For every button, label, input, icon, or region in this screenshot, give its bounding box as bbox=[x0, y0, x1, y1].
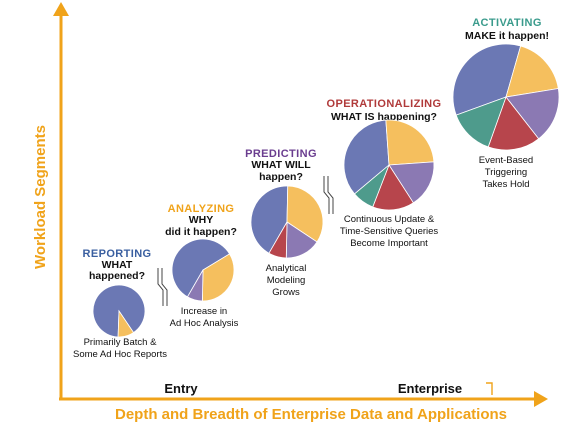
caption-activating-line1: Event-Based bbox=[479, 155, 533, 166]
pie-slice bbox=[353, 164, 390, 208]
stage-question-analyzing-line1: WHY bbox=[189, 214, 214, 226]
caption-predicting-line2: Modeling bbox=[267, 275, 306, 286]
caption-activating-line3: Takes Hold bbox=[483, 179, 530, 190]
pie-slice bbox=[201, 253, 235, 302]
pie-slice bbox=[268, 221, 288, 259]
caption-analyzing-line1: Increase in bbox=[181, 306, 227, 317]
y-axis-arrowhead bbox=[53, 2, 69, 16]
stage-question-analyzing-line2: did it happen? bbox=[165, 226, 237, 238]
stage-question-operationalizing: WHAT IS happening? bbox=[331, 111, 437, 123]
connector-analyzing-right bbox=[161, 268, 168, 306]
connector-operationalizing-left bbox=[323, 176, 330, 214]
pie-slice bbox=[487, 96, 540, 151]
pie-reporting bbox=[92, 284, 146, 338]
caption-operationalizing-line1: Continuous Update & bbox=[344, 214, 435, 225]
stage-predicting: PREDICTING WHAT WILL happen? Analytical … bbox=[245, 148, 324, 298]
caption-reporting-line2: Some Ad Hoc Reports bbox=[73, 349, 167, 360]
x-axis-label: Depth and Breadth of Enterprise Data and… bbox=[115, 406, 507, 423]
x-mark-entry: Entry bbox=[164, 381, 198, 396]
enterprise-tick bbox=[486, 382, 493, 395]
stage-title-activating: ACTIVATING bbox=[472, 17, 542, 29]
caption-predicting-line3: Grows bbox=[272, 287, 300, 298]
connector-operationalizing-right bbox=[327, 176, 334, 214]
stage-title-operationalizing: OPERATIONALIZING bbox=[327, 98, 442, 110]
stage-analyzing: ANALYZING WHY did it happen? Increase in… bbox=[165, 203, 238, 329]
connector-analyzing-left bbox=[157, 268, 164, 306]
caption-predicting-line1: Analytical bbox=[266, 263, 307, 274]
connectors bbox=[157, 176, 334, 306]
pie-analyzing bbox=[171, 238, 235, 302]
pie-slice bbox=[385, 119, 435, 166]
caption-operationalizing-line2: Time-Sensitive Queries bbox=[340, 226, 439, 237]
stage-question-reporting-line2: happened? bbox=[89, 270, 145, 282]
pie-slice bbox=[117, 309, 135, 338]
stage-question-reporting-line1: WHAT bbox=[102, 259, 133, 271]
x-axis-arrowhead bbox=[534, 391, 548, 407]
caption-operationalizing-line3: Become Important bbox=[350, 238, 428, 249]
caption-analyzing-line2: Ad Hoc Analysis bbox=[170, 318, 239, 329]
stage-question-predicting-line1: WHAT WILL bbox=[251, 159, 311, 171]
stage-title-reporting: REPORTING bbox=[83, 248, 152, 260]
x-mark-enterprise: Enterprise bbox=[398, 381, 462, 396]
pie-predicting bbox=[250, 185, 324, 259]
stage-title-analyzing: ANALYZING bbox=[168, 203, 235, 215]
y-axis-label: Workload Segments bbox=[32, 125, 49, 269]
stage-activating: ACTIVATING MAKE it happen! Event-Based T… bbox=[452, 17, 560, 190]
axes bbox=[53, 2, 548, 407]
pie-slice bbox=[388, 161, 435, 204]
stage-title-predicting: PREDICTING bbox=[245, 148, 317, 160]
stage-operationalizing: OPERATIONALIZING WHAT IS happening? Cont… bbox=[327, 98, 442, 249]
pie-slice bbox=[455, 96, 507, 148]
stage-reporting: REPORTING WHAT happened? Primarily Batch… bbox=[73, 248, 167, 360]
pie-slice bbox=[186, 269, 204, 302]
caption-activating-line2: Triggering bbox=[485, 167, 527, 178]
stage-question-predicting-line2: happen? bbox=[259, 171, 303, 183]
caption-reporting-line1: Primarily Batch & bbox=[84, 337, 158, 348]
pie-operationalizing bbox=[343, 119, 435, 211]
stage-question-activating: MAKE it happen! bbox=[465, 30, 549, 42]
pie-slice bbox=[343, 119, 390, 195]
pie-slice bbox=[171, 238, 231, 298]
pie-slice bbox=[505, 45, 559, 98]
pie-slice bbox=[452, 43, 522, 116]
pie-slice bbox=[505, 88, 560, 140]
pie-activating bbox=[452, 43, 560, 151]
